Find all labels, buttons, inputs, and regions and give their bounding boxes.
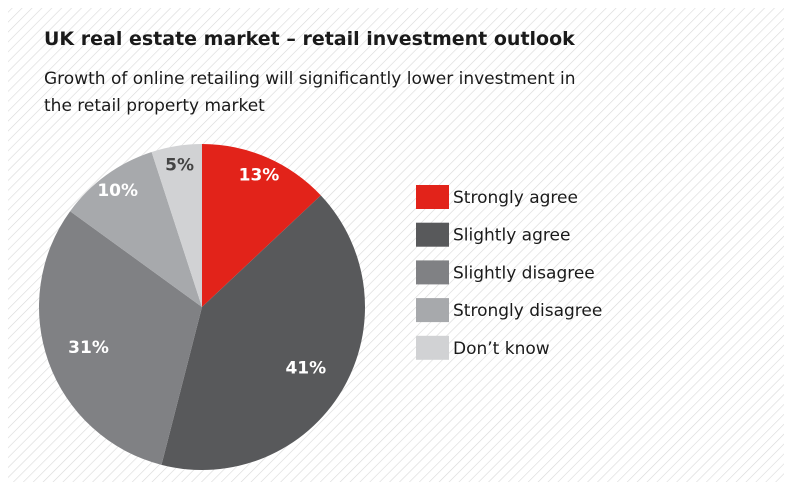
pie-slice	[161, 195, 365, 470]
pie-slice	[39, 211, 203, 465]
pie-slice	[70, 151, 203, 307]
legend-swatch	[416, 298, 449, 323]
legend-label: Slightly agree	[453, 226, 570, 246]
chart-subtitle: Growth of online retailing will signific…	[44, 69, 576, 116]
chart-title: UK real estate market – retail investmen…	[44, 28, 575, 50]
legend-label: Strongly agree	[453, 188, 578, 208]
pie-slice	[151, 144, 202, 307]
data-label: 10%	[97, 181, 138, 201]
data-label: 5%	[165, 155, 194, 175]
legend-label: Slightly disagree	[453, 263, 595, 283]
legend-label: Strongly disagree	[453, 301, 602, 321]
legend-swatch	[416, 335, 449, 360]
legend-swatch	[416, 185, 449, 209]
data-label: 41%	[285, 358, 326, 378]
legend-label: Don’t know	[453, 339, 550, 359]
legend-swatch	[416, 222, 449, 247]
pie-slice	[202, 144, 321, 307]
data-label: 31%	[68, 338, 109, 358]
data-label: 13%	[239, 165, 280, 185]
legend-swatch	[416, 260, 449, 285]
